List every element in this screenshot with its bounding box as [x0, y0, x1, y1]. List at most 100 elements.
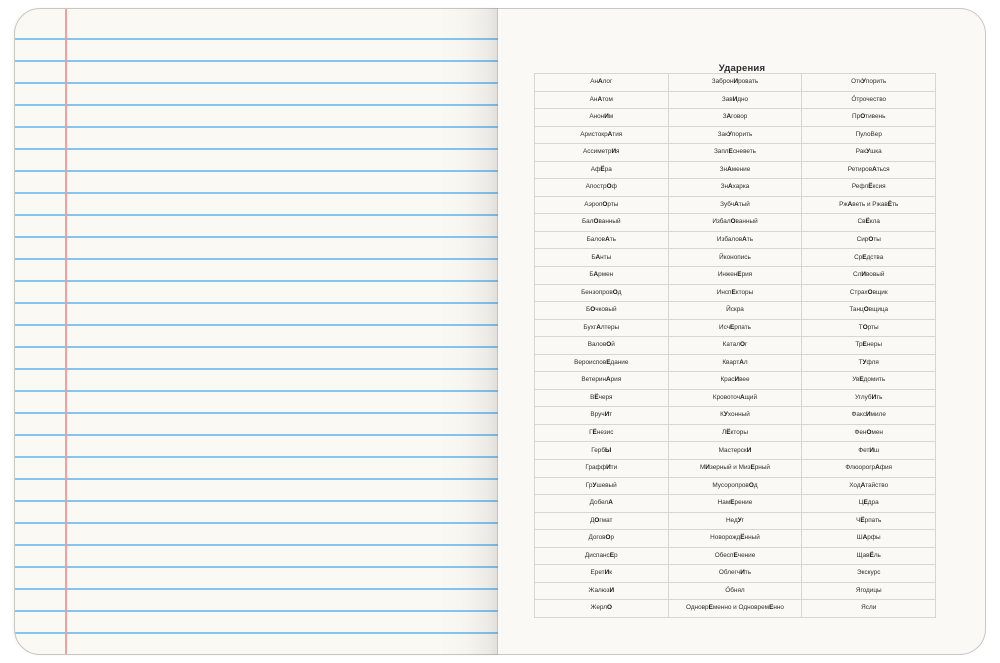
rule-line — [15, 434, 498, 436]
table-cell: ВЁчеря — [534, 388, 669, 408]
rule-line — [15, 346, 498, 348]
rule-line — [15, 390, 498, 392]
rule-line — [15, 192, 498, 194]
margin-rule-line — [65, 9, 67, 654]
table-cell: ФенОмен — [801, 423, 936, 443]
table-cell: БаловАть — [534, 230, 669, 250]
table-cell: КУхонный — [667, 406, 803, 425]
table-cell: ФлюорогрАфия — [801, 459, 936, 478]
table-row: ВаловОй КаталОг ТрЕнеры — [534, 336, 936, 355]
table-cell: Йскра — [667, 301, 803, 320]
table-cell: ЗнАмение — [667, 160, 803, 180]
table-row: ДиспансЕр ОбеспЕчение ЩавЁль — [534, 546, 936, 566]
table-cell: УвЕдомить — [801, 371, 936, 390]
table-cell: Йконопись — [667, 248, 803, 268]
table-cell: АнонИм — [534, 108, 669, 127]
rule-line — [15, 214, 498, 216]
rule-line — [15, 236, 498, 238]
table-cell: ОдноврЕменно и ОдновремЕнно — [667, 599, 803, 618]
table-row: ВЁчеря КровоточАщий УглубИть — [534, 388, 936, 408]
table-row: ГербЫ МастерскИ ФетИш — [534, 441, 936, 461]
table-cell: МИзерный и МизЕрный — [667, 459, 803, 478]
table-cell: ФетИш — [801, 441, 936, 461]
rule-line — [15, 610, 498, 612]
table-cell: СирОты — [801, 230, 936, 250]
table-cell: МастерскИ — [667, 441, 803, 461]
table-cell: ВероисповЕдание — [534, 353, 669, 373]
rule-line — [15, 324, 498, 326]
rule-line — [15, 544, 498, 546]
table-cell: ТОрты — [801, 318, 936, 338]
table-cell: НамЕрение — [667, 494, 803, 513]
table-cell: ЗубчАтый — [667, 195, 803, 215]
table-cell: О́бнял — [667, 581, 803, 601]
table-cell: АссиметрИя — [534, 143, 669, 162]
table-row: БензопровОд ИнспЕкторы СтрахОвщик — [534, 283, 936, 303]
table-cell: ЩавЁль — [801, 546, 936, 566]
table-cell: ДобелА — [534, 494, 669, 513]
table-cell: КрасИвее — [667, 371, 803, 390]
rule-line — [15, 632, 498, 634]
table-cell: ВаловОй — [534, 336, 669, 355]
table-cell: ОткУпорить — [801, 73, 936, 92]
table-cell: ТрЕнеры — [801, 336, 936, 355]
table-cell: ГЁнезис — [534, 423, 669, 443]
table-cell: О́трочество — [801, 90, 936, 110]
rule-line — [15, 412, 498, 414]
table-cell: ФаксИмиле — [801, 406, 936, 425]
table-cell: АнАтом — [534, 90, 669, 110]
table-cell: ГербЫ — [534, 441, 669, 461]
table-cell: ГраффИти — [534, 459, 669, 478]
table-cell: БалОванный — [534, 213, 669, 232]
table-row: АпострОф ЗнАхарка РефлЁксия — [534, 178, 936, 197]
rule-line — [15, 566, 498, 568]
table-row: ДобелА НамЕрение ЦЕдра — [534, 494, 936, 513]
table-cell: КвартАл — [667, 353, 803, 373]
table-cell: КровоточАщий — [667, 388, 803, 408]
table-cell: СтрахОвщик — [801, 283, 936, 303]
table-cell: ИсчЕрпать — [667, 318, 803, 338]
rule-line — [15, 500, 498, 502]
rule-line — [15, 82, 498, 84]
table-row: ДОгмат НедУг ЧЁрпать — [534, 511, 936, 531]
table-row: БОчковый Йскра ТанцОвщица — [534, 301, 936, 320]
table-row: ВероисповЕдание КвартАл ТУфля — [534, 353, 936, 373]
table-cell: ЗавИдно — [667, 90, 803, 110]
table-row: БАрмен ИнженЕрия СлИвовый — [534, 266, 936, 285]
table-row: АэропОрты ЗубчАтый РжАветь и РжавЁть — [534, 195, 936, 215]
table-cell: ЗнАхарка — [667, 178, 803, 197]
table-cell: АнАлог — [534, 73, 669, 92]
table-cell: ДоговОр — [534, 529, 669, 548]
table-row: АристокрАтия ЗакУпорить ПулоВер — [534, 125, 936, 145]
table-cell: АпострОф — [534, 178, 669, 197]
table-cell: БОчковый — [534, 301, 669, 320]
left-ruled-page — [14, 8, 498, 655]
table-cell: НедУг — [667, 511, 803, 531]
table-cell: ЗаплЕсневеть — [667, 143, 803, 162]
table-cell: БАнты — [534, 248, 669, 268]
page-title: Ударения — [718, 63, 766, 74]
table-row: БухгАлтеры ИсчЕрпать ТОрты — [534, 318, 936, 338]
table-cell: РетировАться — [801, 160, 936, 180]
table-cell: КаталОг — [667, 336, 803, 355]
table-cell: РакУшка — [801, 143, 936, 162]
table-cell: ШАрфы — [801, 529, 936, 548]
rule-line — [15, 258, 498, 260]
table-row: ЕретИк ОблегчИть Экскурс — [534, 564, 936, 583]
table-row: АнонИм ЗАговор ПрОтивень — [534, 108, 936, 127]
table-cell: ИзбалОванный — [667, 213, 803, 232]
table-row: АнАтом ЗавИдно О́трочество — [534, 90, 936, 110]
table-cell: Ясли — [801, 599, 936, 618]
stress-marks-table: АнАлог ЗабронИровать ОткУпорить АнАтом ЗавИд… — [534, 73, 936, 618]
table-cell: ПулоВер — [801, 125, 936, 145]
table-cell: ХодАтайство — [801, 476, 936, 496]
table-row: ЖерлО ОдноврЕменно и ОдновремЕнно Ясли — [534, 599, 936, 618]
rule-line — [15, 654, 498, 655]
table-cell: Ягодицы — [801, 581, 936, 601]
table-cell: ДОгмат — [534, 511, 669, 531]
table-cell: ЗакУпорить — [667, 125, 803, 145]
table-cell: ЗАговор — [667, 108, 803, 127]
table-cell: ТУфля — [801, 353, 936, 373]
rule-line — [15, 368, 498, 370]
table-cell: ТанцОвщица — [801, 301, 936, 320]
